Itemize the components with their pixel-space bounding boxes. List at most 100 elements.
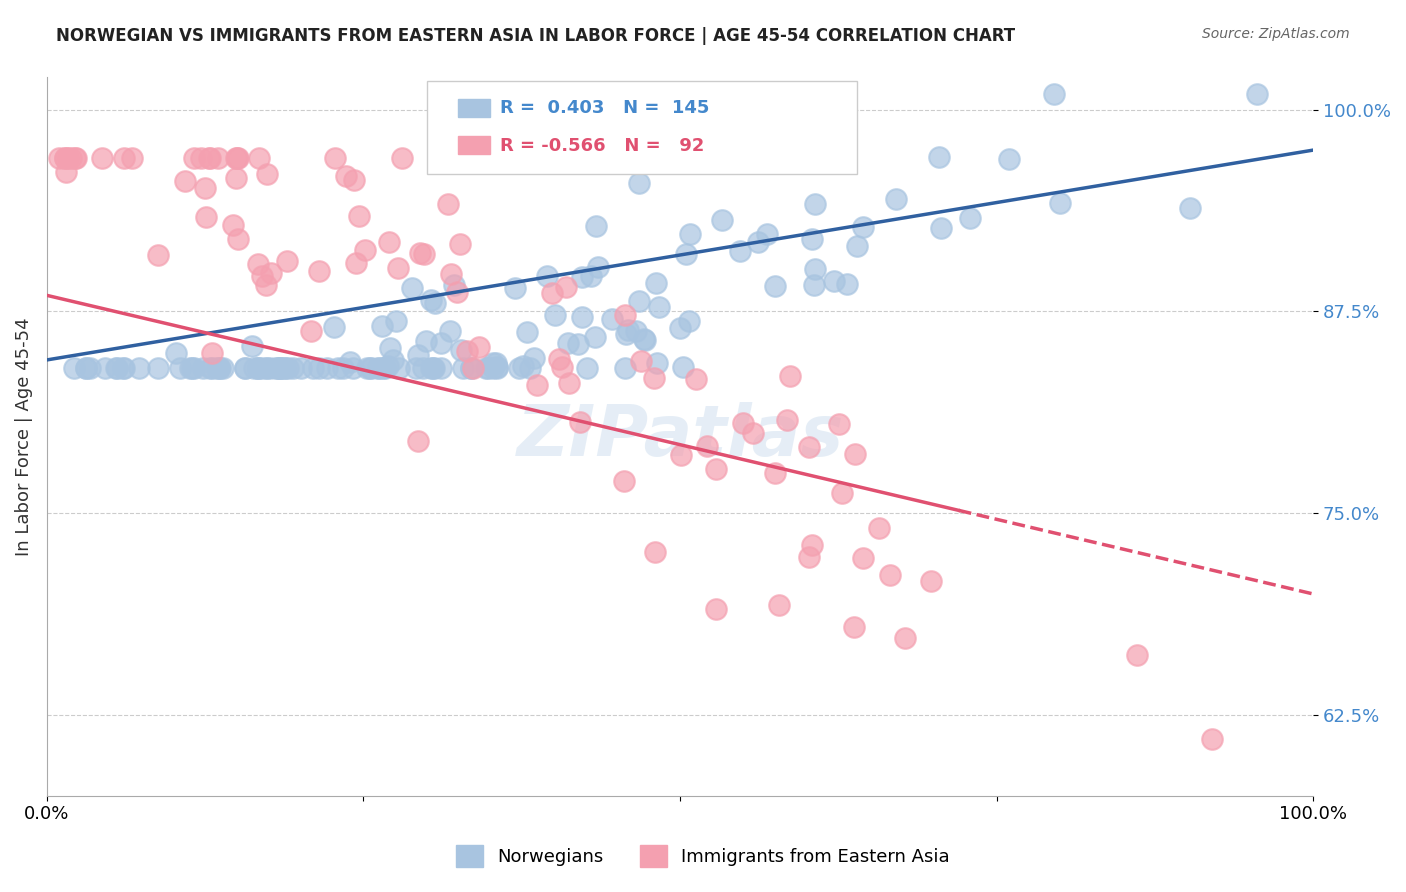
Point <box>554 279 576 293</box>
Point <box>56 151 79 165</box>
Point <box>208 361 231 376</box>
Point <box>519 361 541 376</box>
Point <box>174 174 197 188</box>
Point <box>260 266 283 280</box>
Point <box>256 167 278 181</box>
Point <box>247 151 270 165</box>
Point <box>374 361 396 376</box>
Text: ZIPatlas: ZIPatlas <box>516 402 844 471</box>
Point <box>678 314 700 328</box>
Point <box>868 521 890 535</box>
Point <box>711 212 734 227</box>
Point <box>704 462 727 476</box>
Point <box>299 325 322 339</box>
Point <box>371 319 394 334</box>
Bar <box>458 99 491 117</box>
Point <box>831 485 853 500</box>
Point <box>567 337 589 351</box>
Point <box>256 361 278 376</box>
Bar <box>458 136 491 154</box>
Point <box>512 359 534 373</box>
Point <box>225 151 247 165</box>
Point <box>731 416 754 430</box>
Point <box>449 237 471 252</box>
Point <box>420 361 443 376</box>
Point <box>547 352 569 367</box>
Text: NORWEGIAN VS IMMIGRANTS FROM EASTERN ASIA IN LABOR FORCE | AGE 45-54 CORRELATION: NORWEGIAN VS IMMIGRANTS FROM EASTERN ASI… <box>56 27 1015 45</box>
Point <box>828 417 851 431</box>
Point <box>322 320 344 334</box>
Point <box>439 324 461 338</box>
Point <box>207 151 229 165</box>
Point <box>183 361 205 376</box>
Point <box>508 361 530 376</box>
Point <box>800 232 823 246</box>
Point <box>412 361 434 376</box>
Point <box>367 361 389 376</box>
Point <box>277 361 299 376</box>
Point <box>378 235 401 249</box>
Legend: Norwegians, Immigrants from Eastern Asia: Norwegians, Immigrants from Eastern Asia <box>449 838 957 874</box>
Point <box>628 176 651 190</box>
Point <box>63 361 86 376</box>
Point <box>569 415 592 429</box>
Point <box>1126 648 1149 662</box>
Point <box>446 285 468 299</box>
Point <box>226 232 249 246</box>
Point <box>630 353 652 368</box>
Point <box>401 281 423 295</box>
Point <box>575 361 598 376</box>
Point <box>803 277 825 292</box>
Point <box>998 152 1021 166</box>
Point <box>252 269 274 284</box>
Point <box>696 439 718 453</box>
Point <box>75 361 97 376</box>
Point <box>283 361 305 376</box>
Point <box>233 361 256 376</box>
Point <box>845 239 868 253</box>
Point <box>484 356 506 370</box>
Point <box>485 360 508 375</box>
Point <box>335 169 357 183</box>
Point <box>191 361 214 376</box>
Point <box>65 151 87 165</box>
Point <box>179 361 201 376</box>
Point <box>461 361 484 376</box>
Point <box>387 361 409 376</box>
Point <box>728 244 751 258</box>
Point <box>48 151 70 165</box>
Point <box>112 361 135 376</box>
Text: Source: ZipAtlas.com: Source: ZipAtlas.com <box>1202 27 1350 41</box>
Point <box>460 361 482 376</box>
Point <box>146 361 169 376</box>
Point <box>419 293 441 308</box>
Point <box>198 151 221 165</box>
Point <box>440 268 463 282</box>
Point <box>112 361 135 376</box>
Point <box>183 151 205 165</box>
Point <box>190 151 212 165</box>
Point <box>201 345 224 359</box>
Point <box>60 151 83 165</box>
Point <box>645 356 668 370</box>
Point <box>557 376 579 390</box>
Point <box>302 361 325 376</box>
Point <box>247 361 270 376</box>
Point <box>339 355 361 369</box>
Point <box>254 277 277 292</box>
Point <box>613 361 636 376</box>
Point <box>844 620 866 634</box>
Point <box>645 277 668 291</box>
Point <box>768 598 790 612</box>
Point <box>643 370 665 384</box>
Point <box>477 361 499 376</box>
Point <box>482 356 505 370</box>
Point <box>308 264 330 278</box>
Point <box>879 567 901 582</box>
Point <box>503 281 526 295</box>
Point <box>242 361 264 376</box>
Point <box>75 361 97 376</box>
Point <box>246 361 269 376</box>
Point <box>222 218 245 232</box>
Point <box>613 474 636 488</box>
